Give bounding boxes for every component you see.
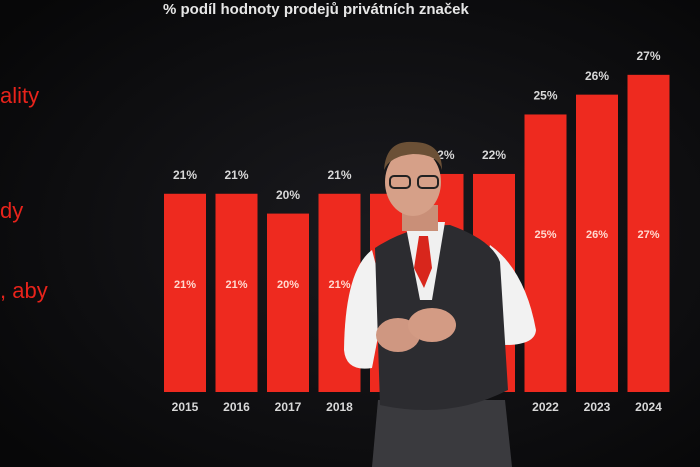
hand [408, 308, 456, 342]
value-label: 21% [173, 168, 197, 182]
head [385, 148, 441, 216]
slide-text: dy [0, 198, 23, 223]
presenter [344, 141, 536, 467]
glasses-right [417, 175, 439, 189]
tie [414, 236, 432, 288]
bar-inner-label: 21% [225, 279, 247, 291]
x-tick-label: 2016 [223, 400, 250, 414]
bar-inner-label: 21% [174, 279, 196, 291]
trousers [372, 400, 512, 467]
bar-inner-label: 25% [534, 229, 556, 241]
bar-inner-label: 21% [328, 279, 350, 291]
x-tick-label: 2018 [326, 400, 353, 414]
bar [576, 94, 618, 392]
bar [267, 213, 309, 392]
bar [164, 193, 206, 392]
left-sleeve [344, 250, 385, 369]
slide-left-text: ality dy , aby [0, 83, 48, 303]
value-label: 26% [585, 69, 609, 83]
x-tick-label: 2023 [584, 400, 611, 414]
bar [524, 114, 567, 393]
hair [384, 141, 442, 170]
value-label: 27% [636, 49, 660, 63]
value-label: 20% [276, 188, 300, 202]
value-label: 25% [533, 89, 557, 103]
bar [215, 193, 258, 392]
bar-inner-label: 27% [637, 229, 659, 241]
x-tick-label: 2024 [635, 400, 662, 414]
bar-inner-label: 20% [277, 279, 299, 291]
x-tick-label: 2017 [275, 400, 302, 414]
value-label: 21% [327, 168, 351, 182]
chart-title: % podíl hodnoty prodejů privátních znače… [163, 1, 470, 18]
slide-text: ality [0, 83, 39, 108]
bar-inner-label: 26% [586, 229, 608, 241]
x-tick-label: 2015 [172, 400, 199, 414]
value-label: 21% [224, 168, 248, 182]
x-tick-label: 2022 [532, 400, 559, 414]
bar [627, 74, 670, 392]
value-label: 22% [482, 148, 506, 162]
glasses-left [389, 175, 411, 189]
slide-text: , aby [0, 278, 48, 303]
